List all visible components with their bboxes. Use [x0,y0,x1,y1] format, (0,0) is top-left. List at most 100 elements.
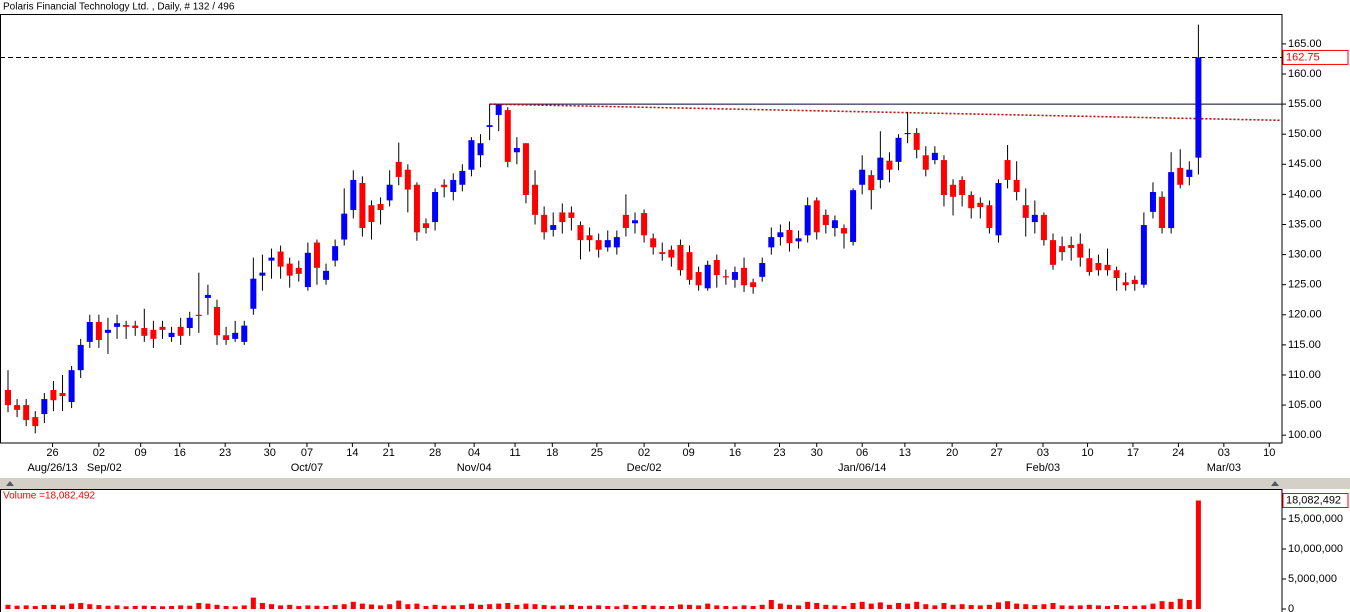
y-tick-label: 100.00 [1288,429,1322,441]
candle-body [959,179,966,195]
candle-body [750,282,757,288]
candle-body [922,155,929,170]
volume-bar [923,604,929,609]
candle-body [677,244,684,271]
candle-body [432,191,439,223]
y-tick-label: 110.00 [1288,369,1321,381]
y-tick-label: 155.00 [1288,98,1322,110]
volume-bar [1177,598,1183,609]
x-tick-label: 16 [174,447,186,459]
volume-bar [468,603,474,609]
x-tick-label: 25 [591,447,603,459]
candle-body [768,237,775,248]
volume-bar [314,605,320,609]
candle-body [77,344,84,371]
candle-body [1159,196,1166,229]
candle-body [95,322,102,341]
candle-body [395,161,402,177]
x-tick-label: 03 [1037,447,1049,459]
candle-body [23,405,30,421]
volume-bar [14,605,20,609]
volume-bar [1086,604,1092,609]
volume-bar [868,603,874,609]
volume-bar [350,601,356,609]
volume-bar [23,605,29,609]
volume-bar [223,605,229,609]
volume-bar [378,605,384,609]
candle-body [822,214,829,226]
collapse-arrow[interactable] [6,481,14,486]
x-tick-label: 09 [135,447,147,459]
x-tick-label: 03 [1218,447,1230,459]
x-tick-label: 13 [899,447,911,459]
y-tick-label: 115.00 [1288,339,1321,351]
candle-body [704,264,711,289]
volume-bar [396,600,402,609]
candle-body [1168,172,1175,229]
volume-bar [741,605,747,609]
candle-body [650,238,657,248]
x-tick-label: 14 [346,447,358,459]
y-tick-label: 145.00 [1288,158,1322,170]
candle-body [241,325,248,342]
y-tick-label: 140.00 [1288,188,1322,200]
candle-body [559,212,566,223]
candle-body [1177,167,1184,185]
volume-bar [1023,604,1029,609]
candle-body [877,157,884,180]
candle-body [359,182,366,229]
volume-bar [1114,605,1120,609]
candle-body [804,205,811,236]
candle-body [613,237,620,248]
volume-bar [423,605,429,609]
candle-body [159,326,166,330]
candle-body [223,335,230,341]
x-tick-label: 27 [991,447,1003,459]
candle-body [586,235,593,241]
candle-body [641,213,648,236]
candle-body [141,328,148,336]
trend-line [489,103,1283,122]
collapse-arrow[interactable] [1271,481,1279,486]
volume-bar [478,604,484,609]
candle-body [1195,57,1202,158]
volume-bar [677,604,683,609]
volume-bar [1123,605,1129,609]
volume-bar [977,605,983,609]
candle-body [504,110,511,162]
candle-body [622,214,629,229]
candle-body [904,132,911,135]
x-tick-label: 04 [468,447,480,459]
candle-body [731,272,738,280]
volume-bar [886,604,892,609]
x-tick-label: 09 [682,447,694,459]
volume-bar [241,605,247,609]
volume-bar [1132,605,1138,609]
volume-bar [577,605,583,609]
candle-body [1186,169,1193,177]
candle-body [1050,240,1057,265]
volume-bar [850,602,856,609]
volume-bar [214,604,220,609]
volume-bar [105,605,111,609]
candle-body [886,160,893,170]
x-tick-label: 23 [773,447,785,459]
volume-bar [1068,605,1074,609]
candle-body [713,260,720,276]
candle-body [722,276,729,278]
candle-body [859,169,866,185]
candle-body [632,220,639,224]
volume-bar [732,606,738,609]
candle-body [522,143,529,195]
volume-bar [1005,601,1011,609]
candle-body [950,184,957,197]
volume-y-tick-label: 15,000,000 [1288,513,1343,525]
volume-bar [796,605,802,609]
volume-bar [650,605,656,609]
candle-body [50,390,57,401]
volume-bar [705,603,711,609]
candle-body [595,240,602,250]
candle-body [1140,225,1147,285]
candle-body [459,170,466,185]
volume-bar [332,605,338,609]
